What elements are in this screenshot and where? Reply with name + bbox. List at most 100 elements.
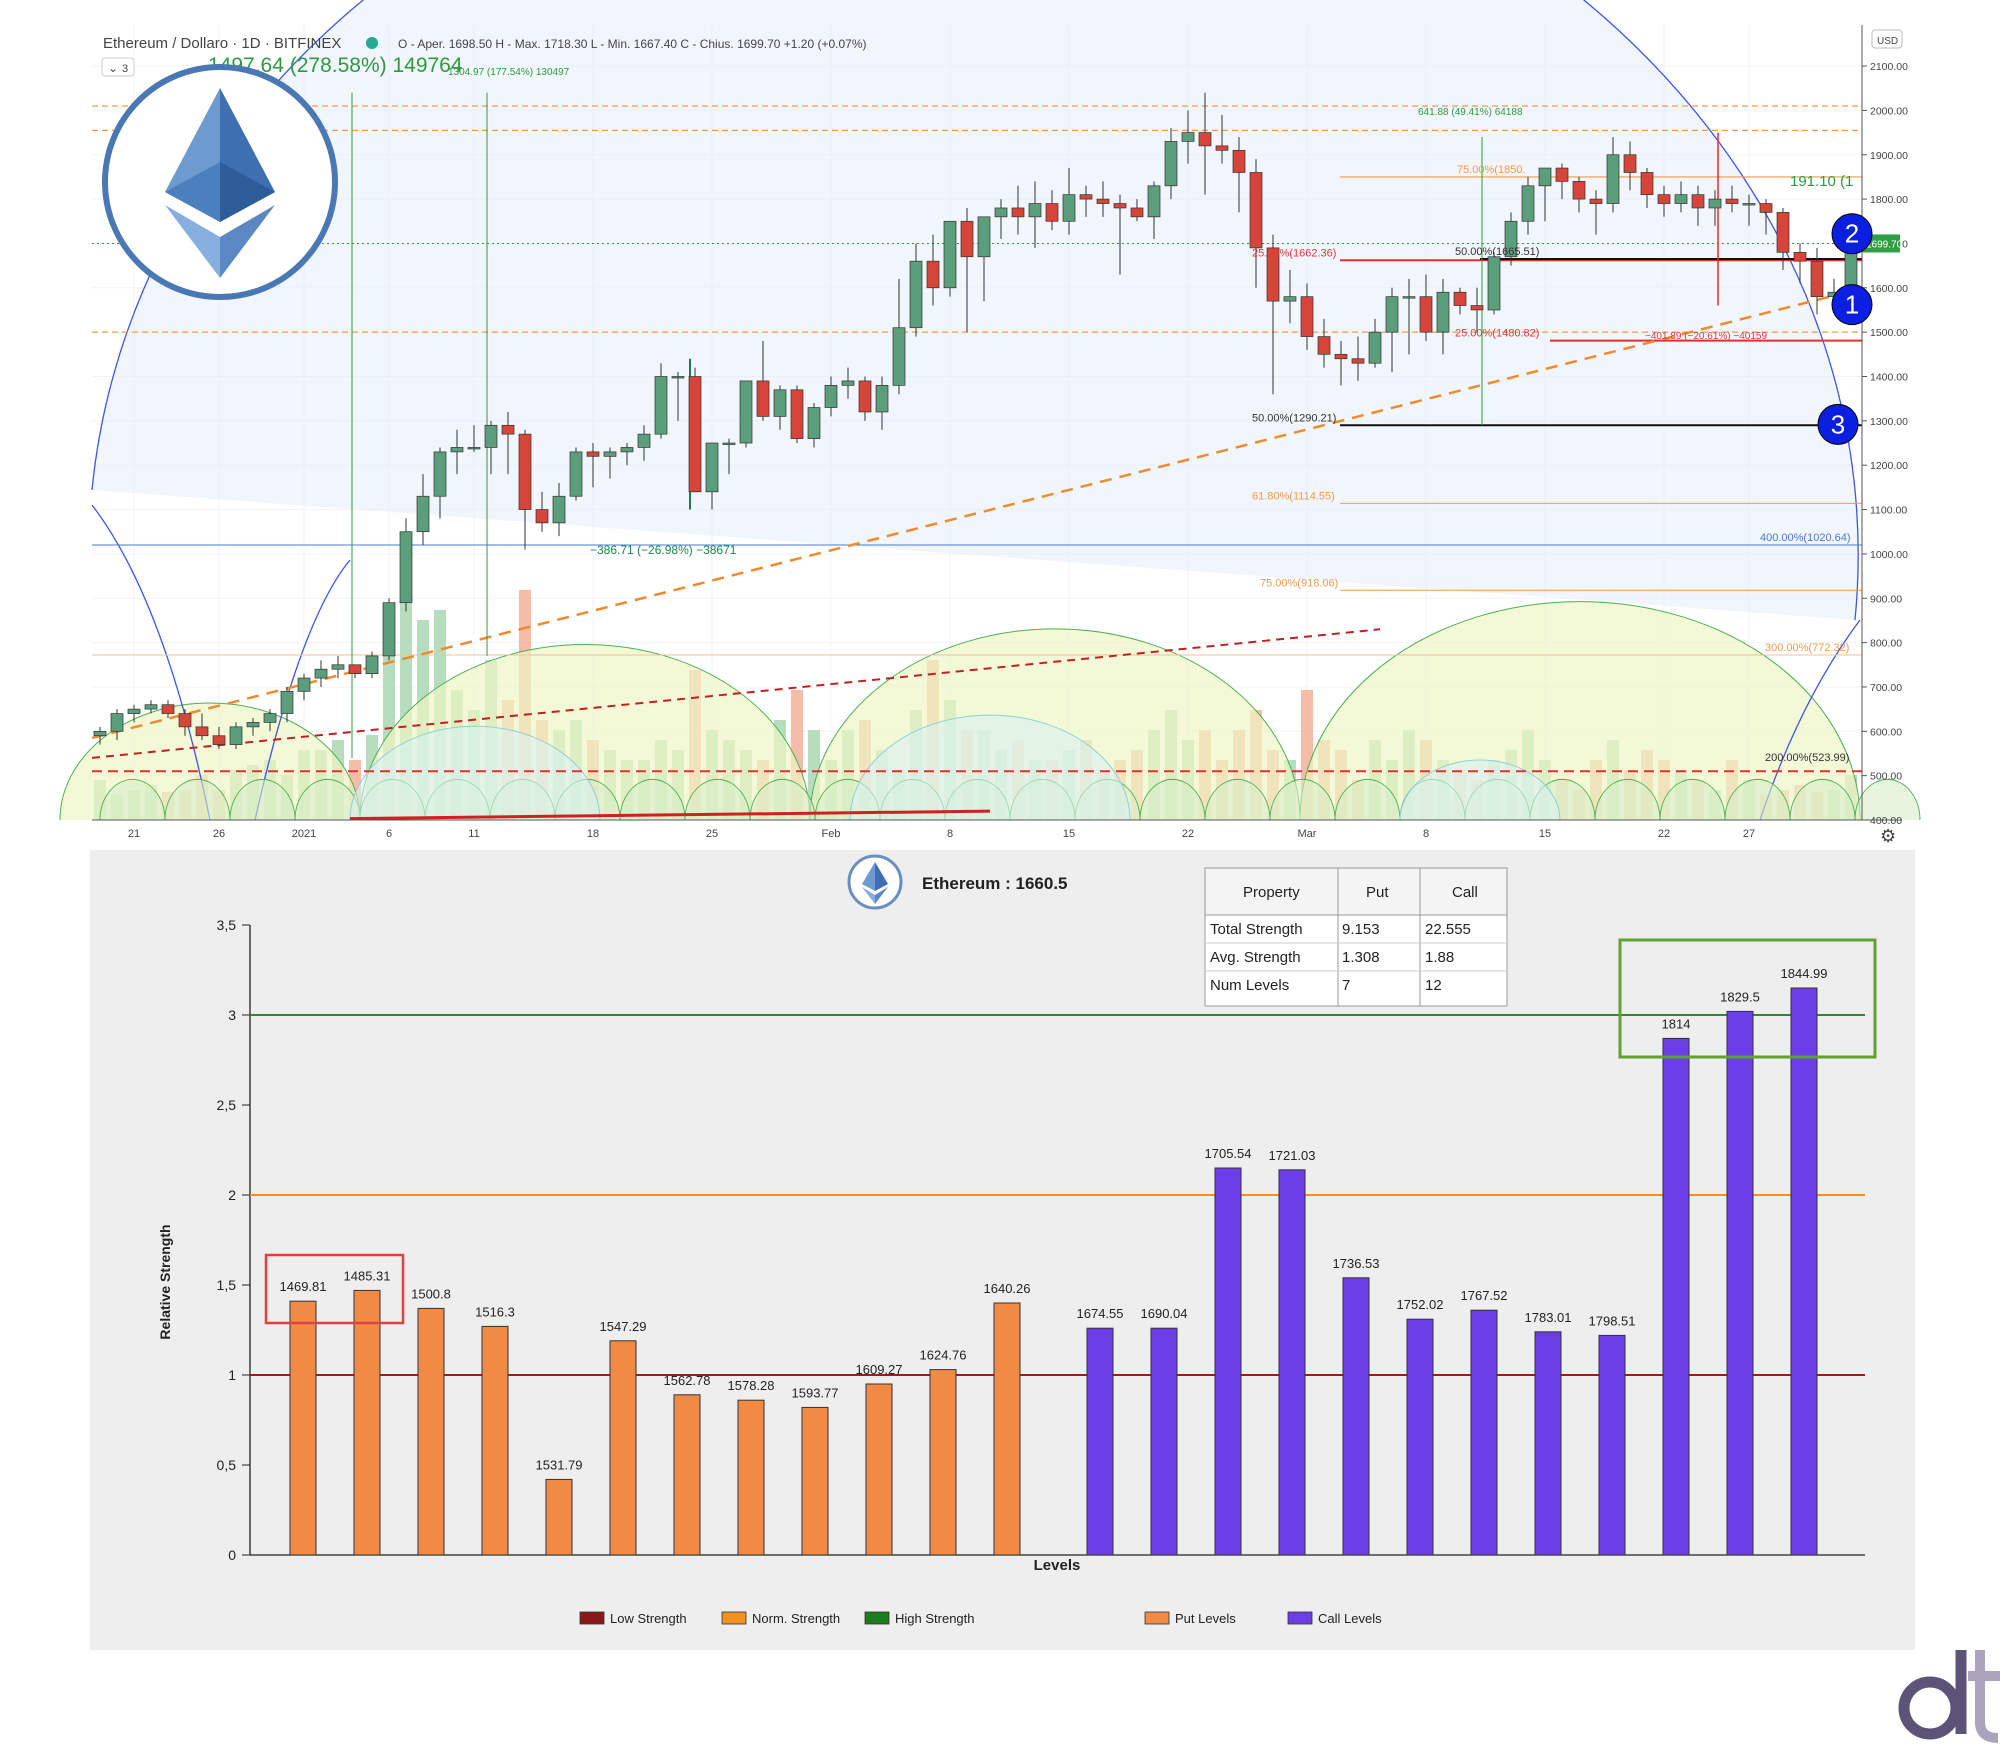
candle-body <box>1725 198 1739 204</box>
candle-body <box>1062 194 1076 222</box>
candle-body <box>756 380 770 417</box>
candle-body <box>1487 256 1501 311</box>
fib-level-label: 75.00%(1850. <box>1457 164 1526 176</box>
candle-body <box>1504 220 1518 258</box>
time-tick-label: 6 <box>386 828 392 840</box>
symbol-title[interactable]: Ethereum / Dollaro · 1D · BITFINEX <box>103 35 341 52</box>
y-tick-label: 0,5 <box>217 1457 237 1473</box>
candle-body <box>1181 132 1195 142</box>
candle-body <box>1589 198 1603 204</box>
bar-put <box>481 1325 509 1556</box>
table-cell: 12 <box>1425 977 1442 994</box>
candle-body <box>229 726 243 745</box>
candle-body <box>1606 154 1620 204</box>
candle-body <box>1402 296 1416 299</box>
currency-badge[interactable] <box>1871 29 1903 49</box>
candle-body <box>1079 194 1093 200</box>
measure-label: −386.71 (−26.98%) −38671 <box>590 543 737 557</box>
highlight-boxes <box>264 938 1877 1325</box>
time-tick-label: 21 <box>128 828 140 840</box>
candle-body <box>909 260 923 329</box>
options-strength-chart[interactable]: Ethereum : 1660.5 Property Put Call Tota… <box>0 850 2000 1750</box>
candle-body <box>892 327 906 386</box>
candle-body <box>1300 296 1314 337</box>
candle-body <box>1793 251 1807 262</box>
bar-value-label: 1705.54 <box>1205 1146 1252 1161</box>
candle-body <box>280 691 294 714</box>
x-axis-label: Levels <box>1034 1557 1081 1574</box>
settings-gear-icon[interactable]: ⚙ <box>1880 826 1896 846</box>
small-cycle-arc <box>749 779 816 821</box>
indicator-count: 3 <box>122 63 128 75</box>
candle-body <box>127 708 141 714</box>
candle-body <box>824 385 838 408</box>
price-chart[interactable]: 25.00%(1662.36) 50.00%(1665.51) 75.00%(185… <box>0 0 2000 850</box>
indicators-toggle[interactable] <box>101 57 135 77</box>
cycle-arcs-layer <box>59 0 1921 821</box>
small-cycle-arc <box>1854 779 1921 821</box>
legend-label: Call Levels <box>1318 1611 1382 1626</box>
time-tick-label: 26 <box>213 828 225 840</box>
legend-swatch <box>1144 1611 1170 1625</box>
candle-body <box>569 451 583 497</box>
time-axis[interactable]: 21 26 2021 6 11 18 25 Feb 8 15 22 Mar 8 15 22 27 <box>92 819 1902 840</box>
candle-body <box>178 713 192 728</box>
time-tick-label: 8 <box>947 828 953 840</box>
candle-body <box>1810 260 1824 298</box>
small-cycle-arc <box>1204 779 1271 821</box>
small-cycle-arc <box>1139 779 1206 821</box>
market-status-dot <box>366 37 378 49</box>
time-tick-label: 15 <box>1063 828 1075 840</box>
price-tick-label: 1900.00 <box>1870 150 1908 162</box>
table-cell: 1.308 <box>1342 949 1380 966</box>
candles-layer <box>93 92 1858 750</box>
table-header-property: Property <box>1243 884 1300 901</box>
bar-call <box>1086 1327 1114 1556</box>
price-tick-label: 2100.00 <box>1870 61 1908 73</box>
candle-body <box>1283 296 1297 302</box>
table-header-call: Call <box>1452 884 1478 901</box>
price-tick-label: 800.00 <box>1870 638 1902 650</box>
y-tick-label: 3,5 <box>217 917 237 933</box>
y-tick-label: 0 <box>228 1547 236 1563</box>
price-axis[interactable]: 2100.002000.001900.001800.001700.001600.… <box>1861 25 1908 827</box>
candle-body <box>1436 291 1450 333</box>
candle-body <box>501 424 515 435</box>
cycle-arc <box>1399 759 1561 821</box>
fib-level-label: 25.00%(1662.36) <box>1252 247 1336 259</box>
candle-body <box>739 380 753 444</box>
small-cycle-arc <box>619 779 686 821</box>
bar-put <box>353 1289 381 1556</box>
bar-value-label: 1531.79 <box>536 1457 583 1472</box>
fib-level-label: 75.00%(918.06) <box>1260 577 1338 589</box>
fib-level-label: 61.80%(1114.55) <box>1252 490 1335 502</box>
ethereum-small-icon <box>847 854 903 910</box>
measure-label: −401.89 (−20.61%) −40159 <box>1645 331 1767 342</box>
candle-body <box>297 677 311 692</box>
candle-body <box>773 389 787 417</box>
y-tick-label: 1 <box>228 1367 236 1383</box>
candle-body <box>790 389 804 439</box>
trend-line-red <box>91 628 1381 759</box>
candle-body <box>1742 203 1756 206</box>
support-line <box>349 809 991 821</box>
candle-body <box>1130 207 1144 218</box>
candle-body <box>144 704 158 710</box>
small-cycle-arc <box>1594 779 1661 821</box>
bar-value-label: 1485.31 <box>344 1268 391 1283</box>
level-marker-label: 2 <box>1845 219 1859 249</box>
cycle-arc <box>1299 601 1861 821</box>
bar-value-label: 1752.02 <box>1397 1297 1444 1312</box>
stats-table: Property Put Call Total Strength 9.153 2… <box>1204 867 1508 1007</box>
candle-body <box>263 713 277 723</box>
bar-value-label: 1593.77 <box>792 1385 839 1400</box>
price-tick-label: 700.00 <box>1870 682 1902 694</box>
y-tick-label: 1,5 <box>217 1277 237 1293</box>
small-measure-label: 1304.97 (177.54%) 130497 <box>448 67 570 78</box>
bar-put <box>289 1300 317 1556</box>
bar-call <box>1406 1318 1434 1556</box>
candle-body <box>722 442 736 445</box>
candle-body <box>1317 336 1331 355</box>
legend: Low Strength Norm. Strength High Strength P… <box>579 1611 1382 1626</box>
bar-value-label: 1578.28 <box>728 1378 775 1393</box>
